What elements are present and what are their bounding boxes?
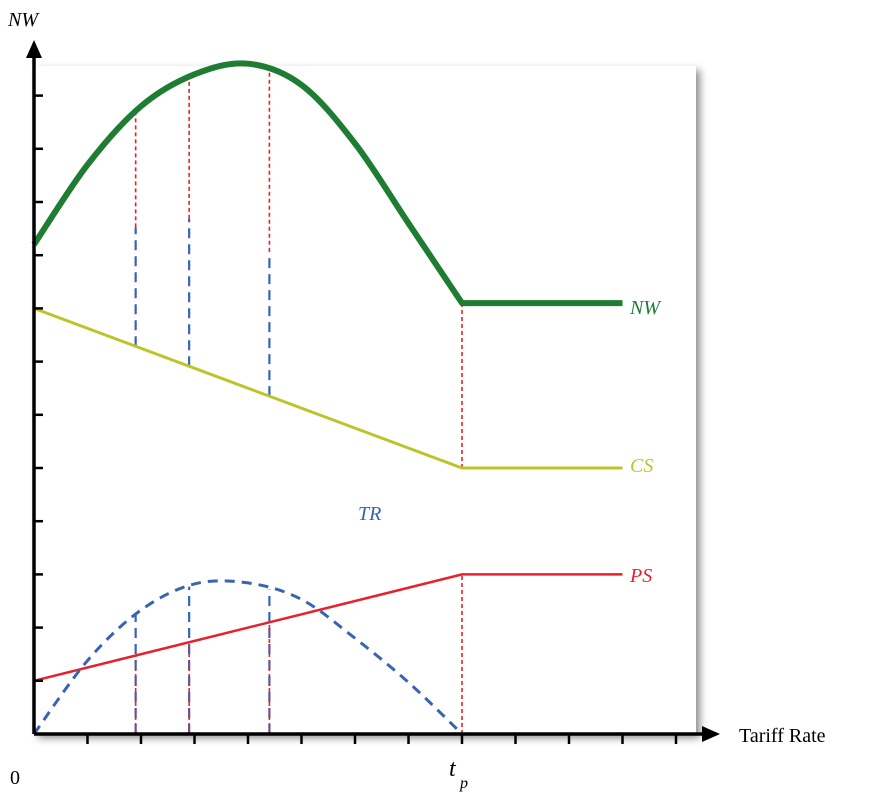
x-axis-label: Tariff Rate (739, 725, 826, 747)
series-label-nw: NW (629, 297, 662, 319)
series-label-ps: PS (629, 565, 652, 587)
tr-series-line (32, 579, 464, 736)
axes (26, 40, 720, 744)
nw-series-line (31, 60, 623, 307)
y-axis-arrow (26, 40, 42, 58)
x-tick-label-tp-subscript: p (459, 775, 468, 792)
series-label-tr: TR (358, 503, 381, 525)
plot-area (34, 66, 696, 734)
chart-series (31, 60, 623, 736)
y-axis-label: NW (7, 9, 40, 31)
reference-lines (34, 72, 463, 734)
series-label-cs: CS (630, 455, 653, 477)
x-tick-label-tp: t (449, 756, 457, 782)
ps-series-line (33, 573, 623, 683)
x-tick-label-origin: 0 (10, 767, 20, 789)
cs-series-line (33, 306, 623, 470)
x-axis-arrow (702, 726, 720, 742)
